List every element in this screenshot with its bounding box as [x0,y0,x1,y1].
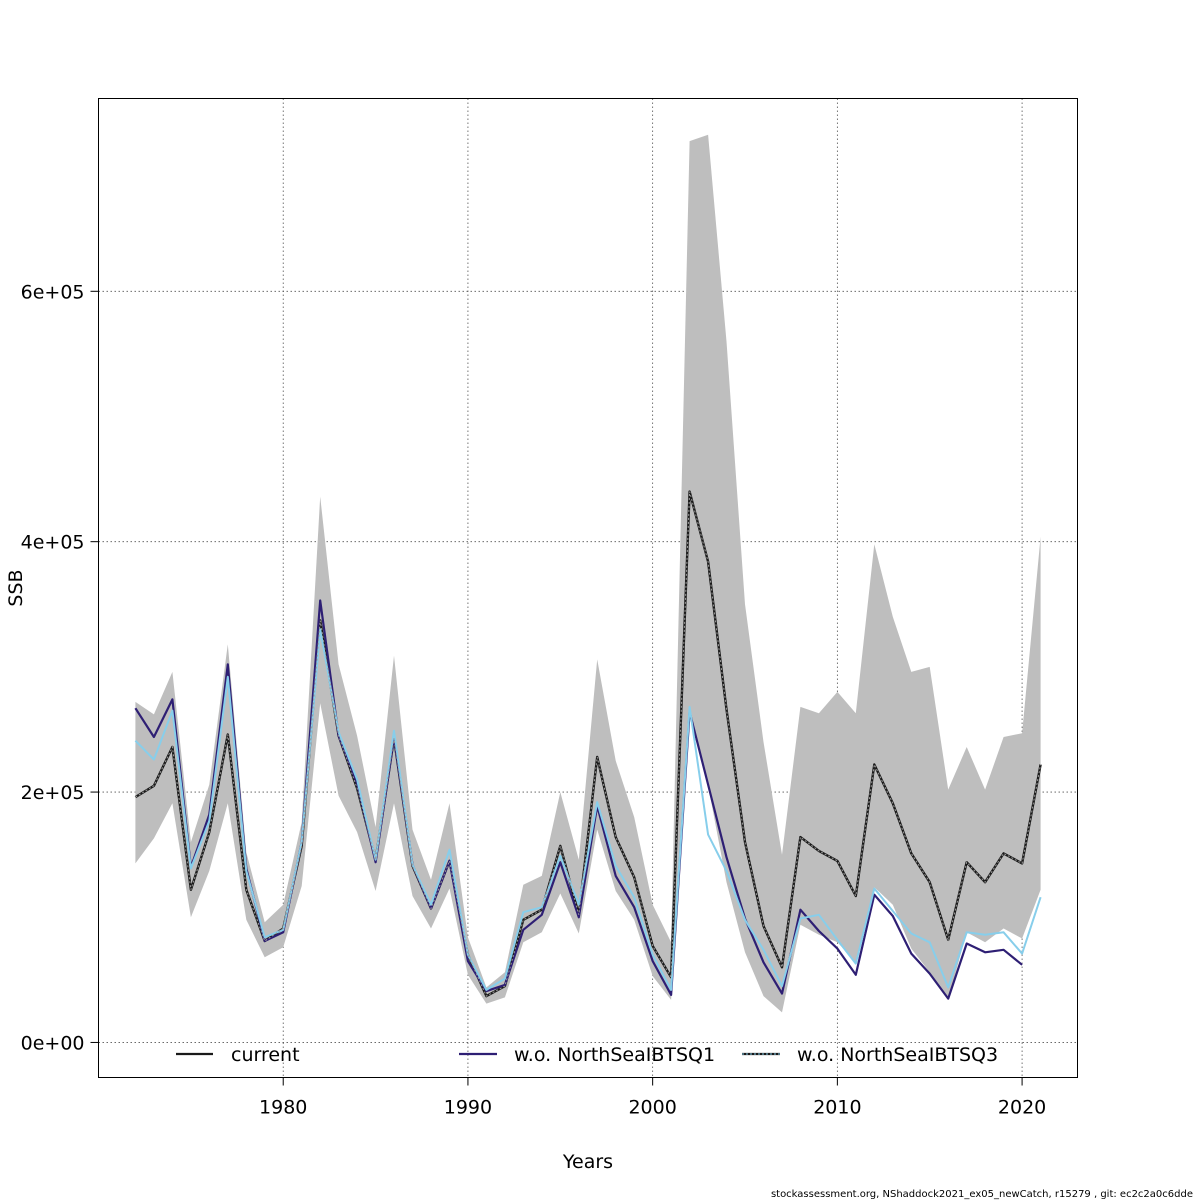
series-line-w-o-northseaibtsq1 [134,599,1023,1000]
x-axis-title: Years [562,1151,613,1173]
x-tick-label-2000: 2000 [628,1097,676,1119]
x-tick-label-1980: 1980 [259,1097,307,1119]
y-tick-label-400000: 4e+05 [21,532,85,554]
plot-frame [98,98,1078,1078]
series-line-w-o-northseaibtsq3 [134,628,1042,991]
x-axis: 1980 1990 2000 2010 2020 [259,1077,1046,1119]
footer-credit: stockassessment.org, NShaddock2021_ex05_… [771,1189,1193,1200]
y-tick-label-600000: 6e+05 [21,281,85,303]
legend-item-wo-northseaibtsq1: w.o. NorthSeaIBTSQ1 [459,1044,715,1066]
legend-item-current: current [176,1044,300,1066]
series-layer [134,490,1042,1000]
legend-label-wo-northseaibtsq3: w.o. NorthSeaIBTSQ3 [797,1044,998,1066]
x-tick-label-1990: 1990 [444,1097,492,1119]
legend: current w.o. NorthSeaIBTSQ1 w.o. NorthSe… [176,1044,998,1066]
y-axis: 0e+00 2e+05 4e+05 6e+05 [21,281,99,1054]
y-axis-title: SSB [5,569,27,606]
confidence-band [135,134,1041,1013]
series-line-current-dotted-overlay [135,491,1042,997]
legend-label-current: current [231,1044,300,1066]
x-tick-label-2020: 2020 [998,1097,1046,1119]
confidence-band-layer [135,134,1041,1013]
x-tick-label-2010: 2010 [813,1097,861,1119]
legend-item-wo-northseaibtsq3: w.o. NorthSeaIBTSQ3 [742,1044,998,1066]
y-tick-label-0: 0e+00 [21,1032,85,1054]
legend-label-wo-northseaibtsq1: w.o. NorthSeaIBTSQ1 [514,1044,715,1066]
y-tick-label-200000: 2e+05 [21,782,85,804]
